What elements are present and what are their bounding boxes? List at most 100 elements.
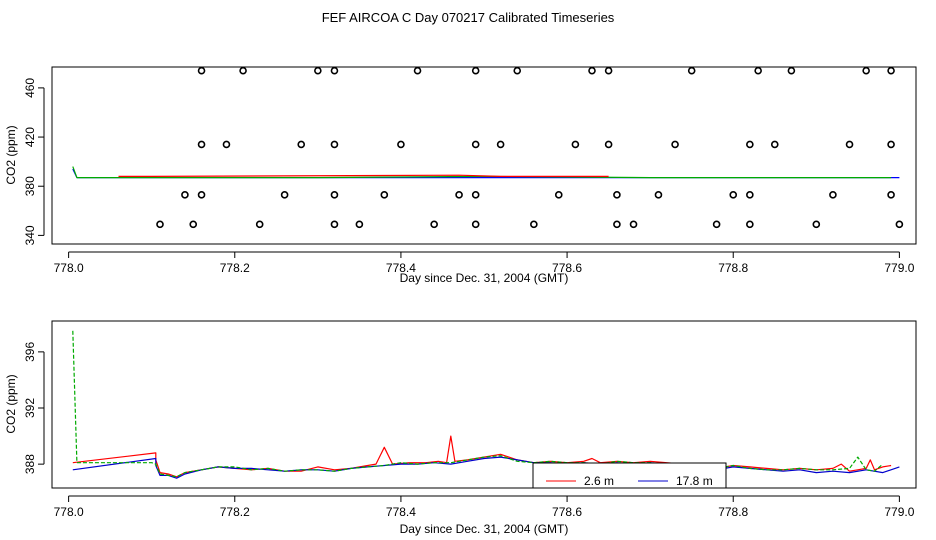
bottom-x-tick-label: 779.0 [884,505,914,519]
top-marker-point [330,191,339,199]
top-x-tick-label: 778.4 [386,261,416,275]
bottom-plot-frame [51,320,917,489]
top-marker-point [746,191,754,199]
top-series-line-2 [118,174,609,177]
bottom-panel: 778.0 778.2 778.4 778.6 778.8 779.0 388 392 396… [4,320,917,536]
top-marker-point [197,66,206,75]
top-panel: 778.0 778.2 778.4 778.6 778.8 779.0 340 380 420… [4,66,917,285]
top-marker-point [787,66,796,75]
top-series-group [72,166,900,179]
figure-title: FEF AIRCOA C Day 070217 Calibrated Times… [322,10,615,25]
top-x-tick-label: 778.0 [54,261,84,275]
top-marker-point [712,220,721,229]
bottom-y-axis: 388 392 396 [23,342,45,474]
top-marker-point [513,66,522,75]
top-marker-point [330,220,339,229]
top-marker-point [571,140,580,149]
top-marker-point [862,66,870,75]
legend-label-17-8m: 17.8 m [676,474,713,488]
top-marker-point [829,191,837,199]
top-marker-point [430,220,438,229]
top-marker-point [887,191,895,199]
top-marker-point [380,191,389,199]
bottom-y-tick-label: 392 [23,398,37,418]
top-marker-point [181,191,189,199]
bottom-x-tick-label: 778.2 [220,505,250,519]
top-marker-point [895,220,904,229]
legend: 2.6 m 17.8 m [532,462,727,489]
top-y-axis: 340 380 420 460 [23,78,45,245]
top-marker-point [613,191,621,199]
top-marker-point [156,220,164,229]
top-y-tick-label: 380 [23,176,37,196]
bottom-y-axis-label: CO2 (ppm) [4,374,18,433]
top-marker-point [729,191,738,199]
top-marker-point [746,140,754,149]
bottom-series-line-2 [72,330,884,478]
top-marker-point [554,191,563,199]
top-marker-point [239,66,247,75]
bottom-x-tick-label: 778.0 [54,505,84,519]
top-x-tick-label: 778.6 [552,261,582,275]
top-y-tick-label: 420 [23,127,37,147]
top-marker-point [530,220,538,229]
top-marker-point [355,220,364,229]
top-y-tick-label: 340 [23,225,37,245]
top-marker-point [654,191,663,199]
bottom-y-tick-label: 396 [23,342,37,362]
top-marker-point [671,140,679,149]
top-marker-point [629,220,638,229]
top-marker-point [297,140,306,149]
bottom-x-axis-label: Day since Dec. 31, 2004 (GMT) [400,522,569,536]
top-marker-point [471,140,480,149]
top-marker-point [887,66,895,75]
top-marker-point [197,140,206,149]
top-marker-point [588,66,596,75]
top-x-axis: 778.0 778.2 778.4 778.6 778.8 779.0 [54,251,915,275]
top-marker-point [280,191,289,199]
top-marker-point [330,140,339,149]
top-marker-point [604,66,613,75]
bottom-series-group [72,330,900,479]
top-marker-point [845,140,854,149]
top-marker-point [754,66,762,75]
top-marker-point [471,66,480,75]
bottom-y-tick-label: 388 [23,454,37,474]
top-x-tick-label: 778.8 [718,261,748,275]
top-marker-point [397,140,405,149]
top-marker-point [604,140,613,149]
top-marker-point [471,220,480,229]
top-marker-point [197,191,206,199]
top-marker-point [471,191,480,199]
bottom-x-axis: 778.0 778.2 778.4 778.6 778.8 779.0 [54,495,915,519]
top-marker-point [746,220,754,229]
bottom-series-line-1 [72,456,900,479]
bottom-x-tick-label: 778.8 [718,505,748,519]
top-marker-point [413,66,422,75]
top-marker-point [887,140,895,149]
top-marker-point [314,66,322,75]
top-x-axis-label: Day since Dec. 31, 2004 (GMT) [400,271,569,285]
top-marker-point [613,220,621,229]
top-x-tick-label: 779.0 [884,261,914,275]
legend-box [532,462,727,489]
top-marker-point [330,66,339,75]
top-marker-point [687,66,696,75]
top-marker-point [770,140,779,149]
bottom-x-tick-label: 778.6 [552,505,582,519]
top-marker-point [496,140,505,149]
top-marker-point [812,220,821,229]
top-marker-point [222,140,231,149]
top-x-tick-label: 778.2 [220,261,250,275]
top-plot-frame [51,66,917,245]
top-series-line-1 [72,166,892,179]
top-markers-group [156,66,904,229]
top-y-tick-label: 460 [23,78,37,98]
bottom-x-tick-label: 778.4 [386,505,416,519]
top-marker-point [255,220,264,229]
legend-label-2-6m: 2.6 m [584,474,614,488]
top-y-axis-label: CO2 (ppm) [4,125,18,184]
top-marker-point [189,220,198,229]
top-marker-point [455,191,463,199]
